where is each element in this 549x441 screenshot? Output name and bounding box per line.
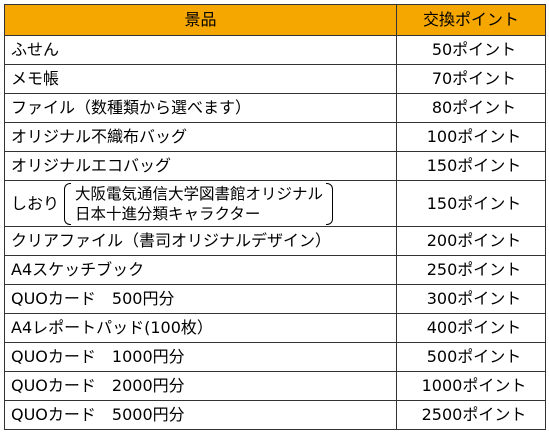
bookmark-cell: しおり 大阪電気通信大学図書館オリジナル 日本十進分類キャラクター: [11, 182, 396, 226]
prize-name: クリアファイル（書司オリジナルデザイン）: [4, 226, 397, 256]
table-row: クリアファイル（書司オリジナルデザイン） 200ポイント: [4, 226, 546, 256]
prize-points: 70ポイント: [396, 64, 546, 94]
prize-name: QUOカード 1000円分: [4, 342, 397, 372]
prize-points: 150ポイント: [396, 151, 546, 181]
header-prize: 景品: [4, 4, 397, 36]
prize-name: QUOカード 2000円分: [4, 371, 397, 401]
bookmark-label: しおり: [11, 193, 60, 213]
prize-name: QUOカード 500円分: [4, 284, 397, 314]
bookmark-detail-bracket: 大阪電気通信大学図書館オリジナル 日本十進分類キャラクター: [61, 182, 335, 226]
prize-points: 200ポイント: [396, 226, 546, 256]
prize-name: ふせん: [4, 35, 397, 65]
prize-name-bookmark: しおり 大阪電気通信大学図書館オリジナル 日本十進分類キャラクター: [4, 180, 397, 227]
table-row: ふせん 50ポイント: [4, 35, 546, 65]
table-row: オリジナルエコバッグ 150ポイント: [4, 151, 546, 181]
prize-name: A4スケッチブック: [4, 255, 397, 285]
prize-points: 1000ポイント: [396, 371, 546, 401]
table-header-row: 景品 交換ポイント: [4, 4, 546, 36]
table-row: ファイル（数種類から選べます） 80ポイント: [4, 93, 546, 123]
table-row: QUOカード 1000円分 500ポイント: [4, 342, 546, 372]
prize-points: 400ポイント: [396, 313, 546, 343]
prize-name: ファイル（数種類から選べます）: [4, 93, 397, 123]
table-row: QUOカード 5000円分 2500ポイント: [4, 400, 546, 430]
bookmark-detail-line2: 日本十進分類キャラクター: [75, 204, 261, 223]
table-row: しおり 大阪電気通信大学図書館オリジナル 日本十進分類キャラクター 150ポイン…: [4, 180, 546, 227]
table-row: QUOカード 2000円分 1000ポイント: [4, 371, 546, 401]
prize-points: 150ポイント: [396, 180, 546, 227]
header-points: 交換ポイント: [396, 4, 546, 36]
prize-points: 2500ポイント: [396, 400, 546, 430]
table-row: A4スケッチブック 250ポイント: [4, 255, 546, 285]
prize-points: 80ポイント: [396, 93, 546, 123]
table-row: QUOカード 500円分 300ポイント: [4, 284, 546, 314]
prize-exchange-table: 景品 交換ポイント ふせん 50ポイント メモ帳 70ポイント ファイル（数種類…: [4, 4, 546, 430]
table-row: メモ帳 70ポイント: [4, 64, 546, 94]
prize-name: オリジナルエコバッグ: [4, 151, 397, 181]
prize-points: 300ポイント: [396, 284, 546, 314]
prize-points: 100ポイント: [396, 122, 546, 152]
prize-points: 50ポイント: [396, 35, 546, 65]
table-row: オリジナル不織布バッグ 100ポイント: [4, 122, 546, 152]
prize-name: A4レポートパッド(100枚）: [4, 313, 397, 343]
bookmark-detail-line1: 大阪電気通信大学図書館オリジナル: [75, 184, 324, 203]
prize-name: QUOカード 5000円分: [4, 400, 397, 430]
prize-name: メモ帳: [4, 64, 397, 94]
prize-name: オリジナル不織布バッグ: [4, 122, 397, 152]
table-row: A4レポートパッド(100枚） 400ポイント: [4, 313, 546, 343]
prize-points: 500ポイント: [396, 342, 546, 372]
prize-points: 250ポイント: [396, 255, 546, 285]
